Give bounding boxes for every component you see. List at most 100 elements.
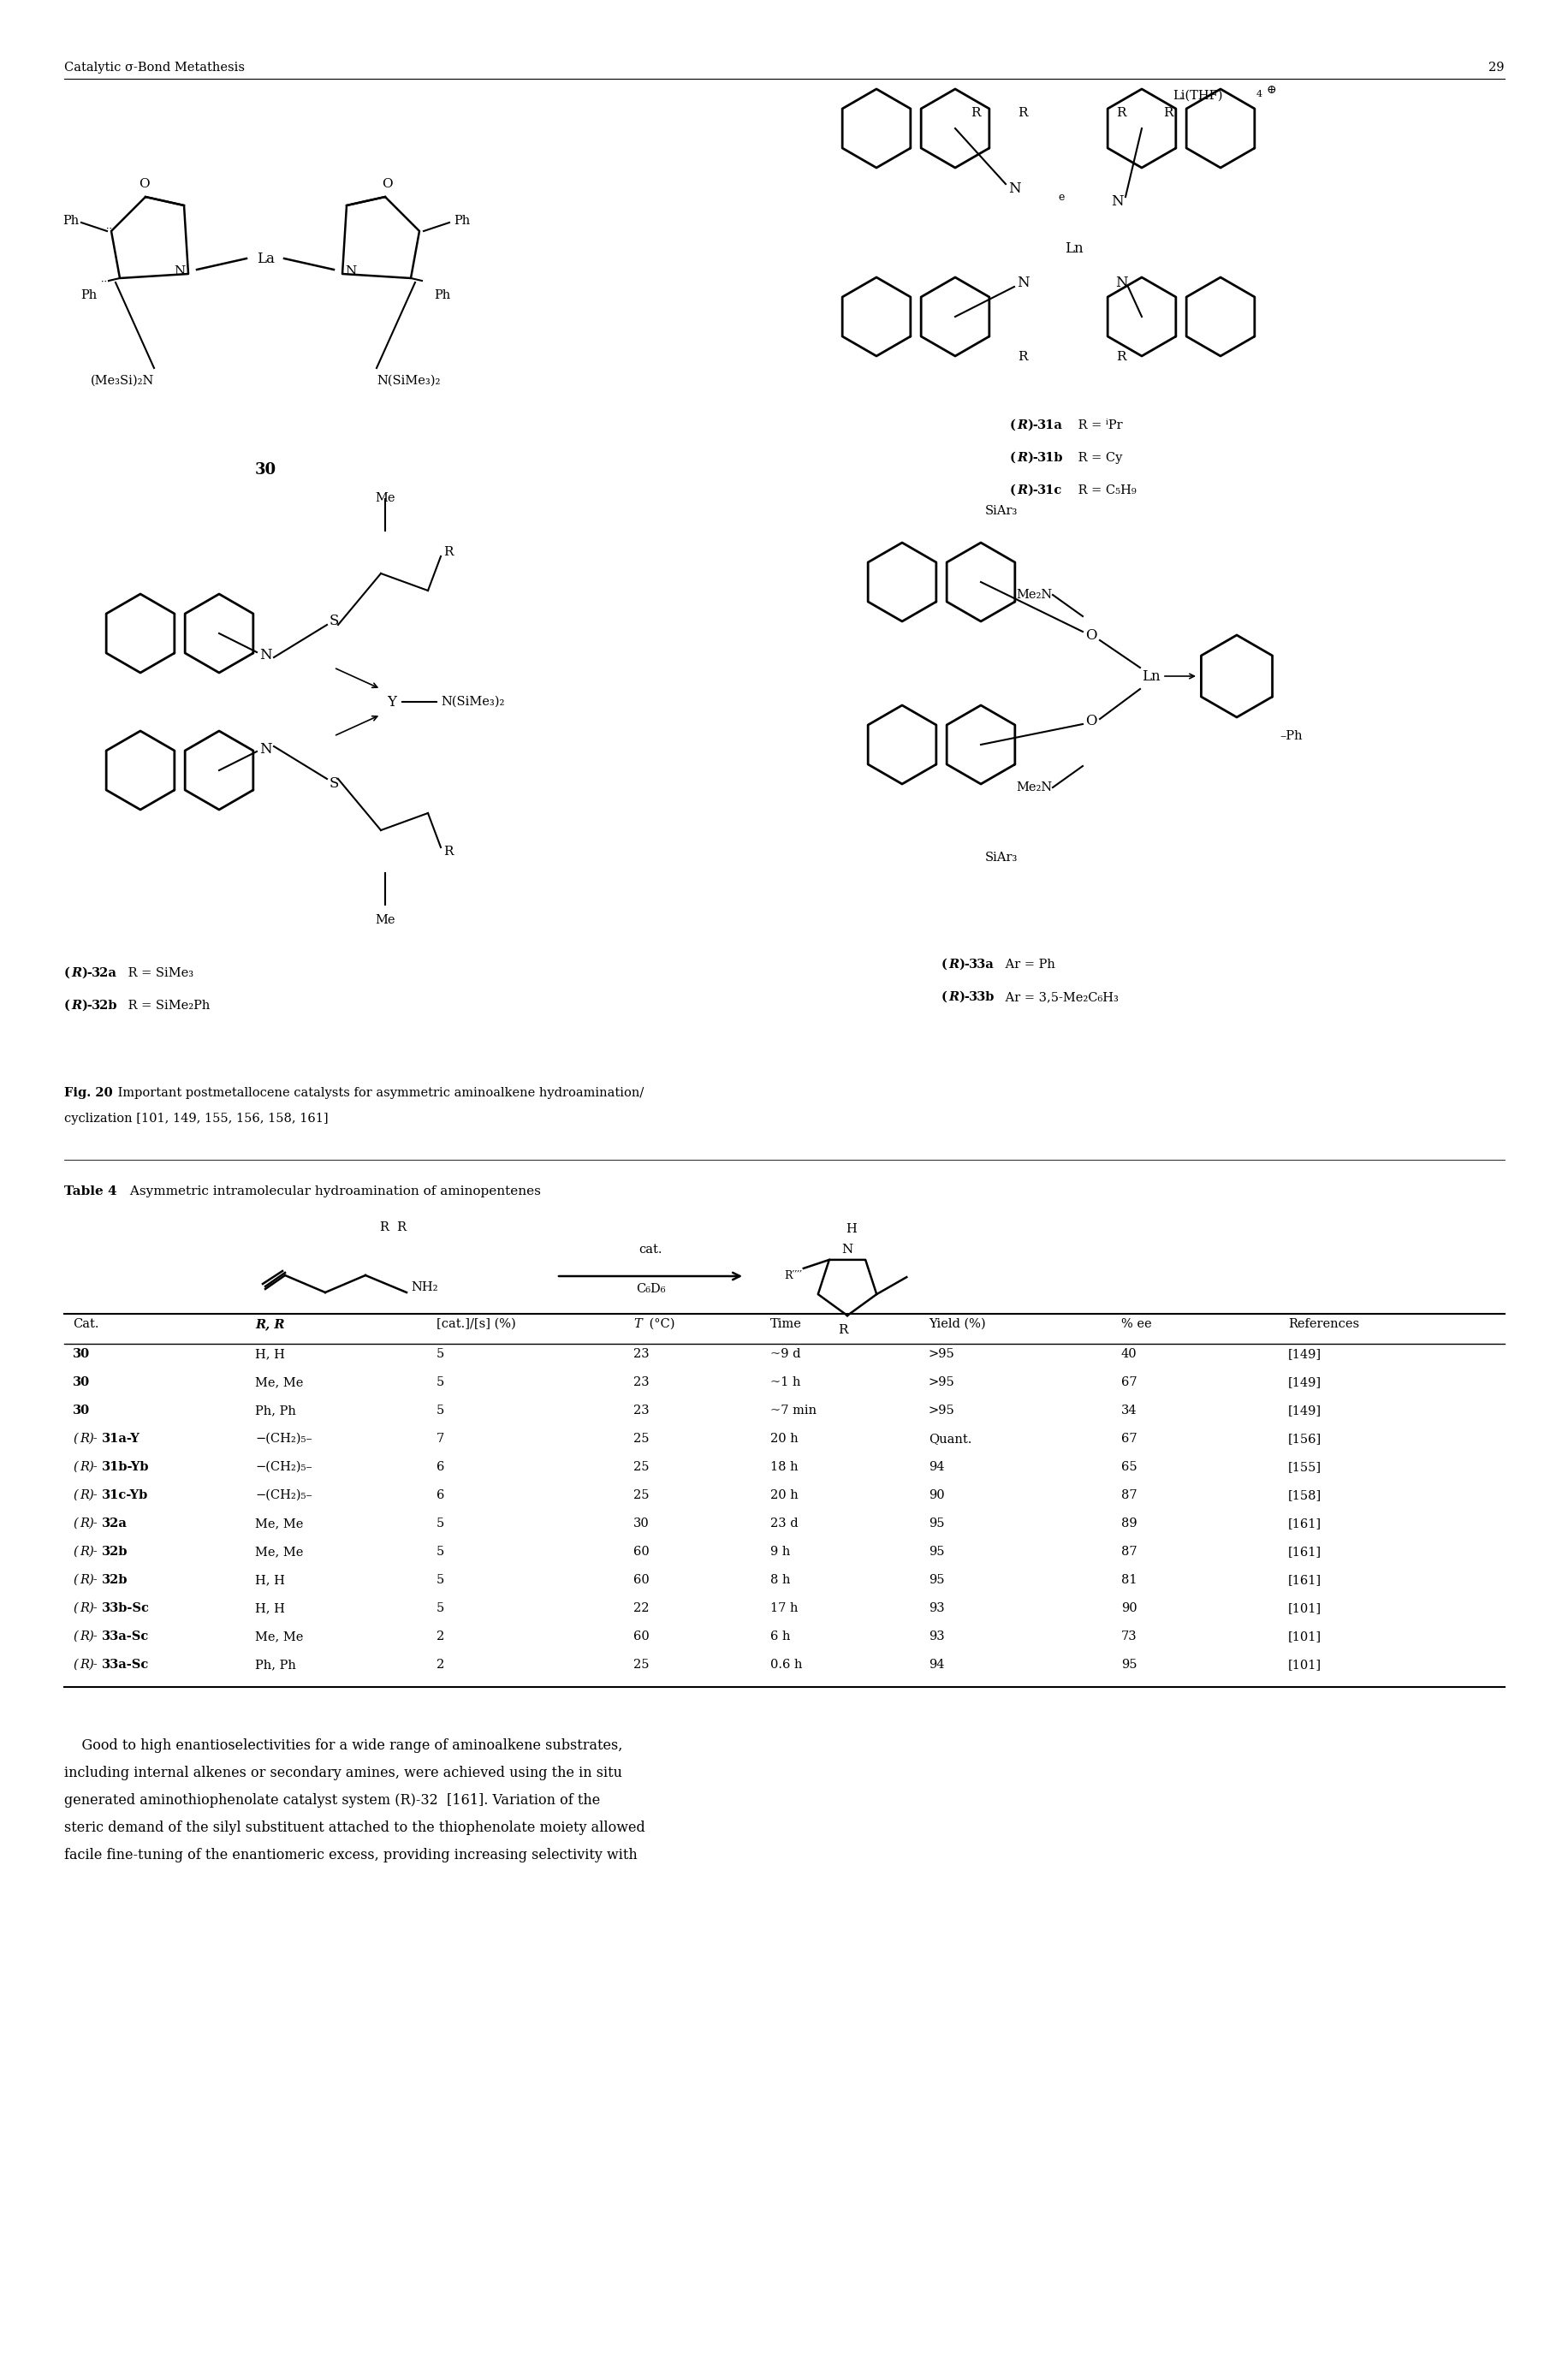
Text: 23: 23	[633, 1404, 649, 1416]
Text: facile fine-tuning of the enantiomeric excess, providing increasing selectivity : facile fine-tuning of the enantiomeric e…	[64, 1849, 637, 1863]
Text: 23: 23	[633, 1347, 649, 1359]
Text: (Me₃Si)₂N: (Me₃Si)₂N	[91, 375, 154, 387]
Text: NH₂: NH₂	[411, 1281, 437, 1293]
Text: Ar = 3,5-Me₂C₆H₃: Ar = 3,5-Me₂C₆H₃	[1000, 991, 1118, 1003]
Text: O: O	[381, 178, 392, 190]
Text: R: R	[80, 1518, 89, 1530]
Text: )-: )-	[88, 1547, 97, 1559]
Text: Me₂N: Me₂N	[1016, 782, 1052, 794]
Text: SiAr₃: SiAr₃	[985, 851, 1018, 862]
Text: SiAr₃: SiAr₃	[985, 506, 1018, 518]
Text: (: (	[1010, 451, 1016, 463]
Text: 95: 95	[928, 1518, 944, 1530]
Text: [101]: [101]	[1287, 1630, 1320, 1642]
Text: 25: 25	[633, 1658, 649, 1670]
Text: (: (	[72, 1630, 78, 1642]
Text: steric demand of the silyl substituent attached to the thiophenolate moiety allo: steric demand of the silyl substituent a…	[64, 1820, 644, 1834]
Text: H: H	[845, 1224, 856, 1236]
Text: (: (	[941, 991, 947, 1003]
Text: 33a-Sc: 33a-Sc	[102, 1658, 149, 1670]
Text: [161]: [161]	[1287, 1518, 1320, 1530]
Text: 67: 67	[1121, 1433, 1137, 1445]
Text: [158]: [158]	[1287, 1490, 1320, 1502]
Text: 30: 30	[633, 1518, 649, 1530]
Text: ~7 min: ~7 min	[770, 1404, 817, 1416]
Text: [161]: [161]	[1287, 1547, 1320, 1559]
Text: R: R	[1116, 352, 1126, 364]
Text: N: N	[259, 649, 271, 663]
Text: Yield (%): Yield (%)	[928, 1319, 985, 1331]
Text: R = Cy: R = Cy	[1074, 451, 1121, 463]
Text: )-: )-	[958, 991, 969, 1003]
Text: 95: 95	[1121, 1658, 1137, 1670]
Text: 33b-Sc: 33b-Sc	[102, 1601, 149, 1613]
Text: Ph: Ph	[63, 214, 78, 226]
Text: )-: )-	[1027, 485, 1038, 497]
Text: N: N	[1115, 276, 1127, 290]
Text: R: R	[1116, 107, 1126, 119]
Text: R: R	[80, 1601, 89, 1613]
Text: H, H: H, H	[256, 1601, 285, 1613]
Text: R: R	[837, 1323, 848, 1335]
Text: 31b-Yb: 31b-Yb	[102, 1461, 149, 1473]
Text: 87: 87	[1121, 1547, 1137, 1559]
Text: e: e	[1057, 192, 1063, 202]
Text: [156]: [156]	[1287, 1433, 1320, 1445]
Text: R: R	[80, 1461, 89, 1473]
Text: Ar = Ph: Ar = Ph	[1000, 958, 1055, 972]
Text: Asymmetric intramolecular hydroamination of aminopentenes: Asymmetric intramolecular hydroamination…	[125, 1186, 541, 1198]
Text: 25: 25	[633, 1490, 649, 1502]
Text: Ph: Ph	[453, 214, 470, 226]
Text: References: References	[1287, 1319, 1358, 1331]
Text: ···: ···	[107, 226, 114, 233]
Text: S: S	[329, 777, 339, 791]
Text: R = ⁱPr: R = ⁱPr	[1074, 421, 1123, 432]
Text: 65: 65	[1121, 1461, 1137, 1473]
Text: R  R: R R	[379, 1221, 406, 1233]
Text: Me, Me: Me, Me	[256, 1376, 303, 1388]
Text: (: (	[72, 1547, 78, 1559]
Text: 32a: 32a	[91, 967, 118, 979]
Text: (: (	[72, 1433, 78, 1445]
Text: H, H: H, H	[256, 1573, 285, 1587]
Text: [149]: [149]	[1287, 1404, 1320, 1416]
Text: (: (	[64, 1000, 71, 1012]
Text: N: N	[1110, 195, 1123, 209]
Text: Catalytic σ-Bond Metathesis: Catalytic σ-Bond Metathesis	[64, 62, 245, 74]
Text: R: R	[947, 991, 958, 1003]
Text: R: R	[1018, 107, 1027, 119]
Text: O: O	[1085, 713, 1096, 727]
Text: )-: )-	[88, 1573, 97, 1587]
Text: 81: 81	[1121, 1573, 1137, 1587]
Text: N: N	[1016, 276, 1029, 290]
Text: Good to high enantioselectivities for a wide range of aminoalkene substrates,: Good to high enantioselectivities for a …	[64, 1739, 622, 1753]
Text: [101]: [101]	[1287, 1658, 1320, 1670]
Text: R: R	[947, 958, 958, 972]
Text: Ph: Ph	[80, 290, 97, 302]
Text: R: R	[444, 846, 453, 858]
Text: R: R	[80, 1658, 89, 1670]
Text: H, H: H, H	[256, 1347, 285, 1359]
Text: 93: 93	[928, 1630, 944, 1642]
Text: 25: 25	[633, 1433, 649, 1445]
Text: (: (	[72, 1573, 78, 1587]
Text: 18 h: 18 h	[770, 1461, 798, 1473]
Text: 33a: 33a	[969, 958, 994, 972]
Text: 93: 93	[928, 1601, 944, 1613]
Text: Ph, Ph: Ph, Ph	[256, 1404, 296, 1416]
Text: 4: 4	[1256, 90, 1262, 97]
Text: Cat.: Cat.	[72, 1319, 99, 1331]
Text: 31c-Yb: 31c-Yb	[102, 1490, 149, 1502]
Text: )-: )-	[88, 1630, 97, 1642]
Text: O: O	[138, 178, 149, 190]
Text: (: (	[1010, 485, 1016, 497]
Text: −(CH₂)₅–: −(CH₂)₅–	[256, 1490, 312, 1502]
Text: Me: Me	[375, 915, 395, 927]
Text: La: La	[256, 252, 274, 266]
Text: Important postmetallocene catalysts for asymmetric aminoalkene hydroamination/: Important postmetallocene catalysts for …	[114, 1086, 643, 1100]
Text: 7: 7	[436, 1433, 444, 1445]
Text: (: (	[72, 1518, 78, 1530]
Text: 2: 2	[436, 1630, 444, 1642]
Text: N: N	[259, 741, 271, 756]
Text: Ln: Ln	[1142, 670, 1160, 684]
